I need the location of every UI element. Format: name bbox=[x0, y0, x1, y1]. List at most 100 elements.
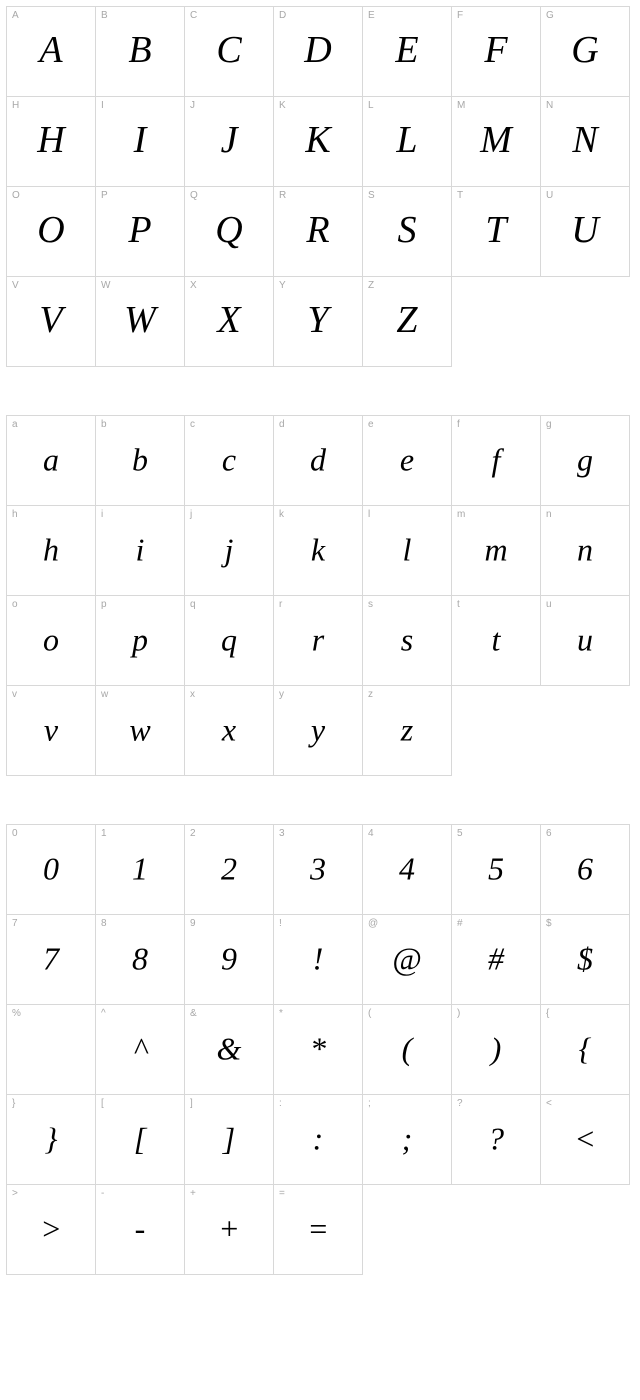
charmap-cell[interactable]: ll bbox=[363, 506, 452, 596]
charmap-cell[interactable]: 44 bbox=[363, 825, 452, 915]
charmap-cell[interactable]: (( bbox=[363, 1005, 452, 1095]
cell-glyph: U bbox=[571, 211, 598, 249]
charmap-cell[interactable]: gg bbox=[541, 416, 630, 506]
charmap-cell[interactable]: 33 bbox=[274, 825, 363, 915]
charmap-cell[interactable]: ii bbox=[96, 506, 185, 596]
charmap-cell[interactable]: ## bbox=[452, 915, 541, 1005]
charmap-cell[interactable]: NN bbox=[541, 97, 630, 187]
charmap-cell[interactable]: UU bbox=[541, 187, 630, 277]
charmap-cell[interactable]: << bbox=[541, 1095, 630, 1185]
charmap-cell[interactable]: RR bbox=[274, 187, 363, 277]
charmap-cell[interactable]: $$ bbox=[541, 915, 630, 1005]
charmap-cell[interactable]: TT bbox=[452, 187, 541, 277]
charmap-cell[interactable]: OO bbox=[7, 187, 96, 277]
charmap-cell[interactable]: vv bbox=[7, 686, 96, 776]
charmap-cell[interactable]: LL bbox=[363, 97, 452, 187]
cell-label: 0 bbox=[12, 828, 18, 839]
charmap-cell[interactable]: QQ bbox=[185, 187, 274, 277]
charmap-cell[interactable]: ** bbox=[274, 1005, 363, 1095]
charmap-cell[interactable]: >> bbox=[7, 1185, 96, 1275]
charmap-cell[interactable]: II bbox=[96, 97, 185, 187]
charmap-cell[interactable]: 11 bbox=[96, 825, 185, 915]
charmap-cell[interactable]: == bbox=[274, 1185, 363, 1275]
cell-label: M bbox=[457, 100, 465, 111]
cell-glyph: - bbox=[135, 1212, 146, 1244]
charmap-cell[interactable]: qq bbox=[185, 596, 274, 686]
charmap-cell[interactable]: !! bbox=[274, 915, 363, 1005]
charmap-cell[interactable]: ZZ bbox=[363, 277, 452, 367]
charmap-cell[interactable]: :: bbox=[274, 1095, 363, 1185]
charmap-cell[interactable]: jj bbox=[185, 506, 274, 596]
charmap-cell[interactable]: 77 bbox=[7, 915, 96, 1005]
charmap-cell[interactable]: PP bbox=[96, 187, 185, 277]
charmap-cell[interactable]: }} bbox=[7, 1095, 96, 1185]
charmap-cell[interactable]: uu bbox=[541, 596, 630, 686]
charmap-cell[interactable]: JJ bbox=[185, 97, 274, 187]
charmap-cell[interactable]: ++ bbox=[185, 1185, 274, 1275]
charmap-cell[interactable]: 55 bbox=[452, 825, 541, 915]
charmap-cell[interactable]: CC bbox=[185, 7, 274, 97]
charmap-cell[interactable]: aa bbox=[7, 416, 96, 506]
charmap-cell[interactable]: DD bbox=[274, 7, 363, 97]
charmap-cell[interactable]: FF bbox=[452, 7, 541, 97]
charmap-cell[interactable]: 00 bbox=[7, 825, 96, 915]
charmap-cell[interactable]: VV bbox=[7, 277, 96, 367]
charmap-cell[interactable]: rr bbox=[274, 596, 363, 686]
charmap-cell[interactable]: ?? bbox=[452, 1095, 541, 1185]
charmap-cell[interactable]: pp bbox=[96, 596, 185, 686]
charmap-cell[interactable]: ;; bbox=[363, 1095, 452, 1185]
cell-label: e bbox=[368, 419, 374, 430]
cell-label: - bbox=[101, 1188, 104, 1199]
charmap-cell[interactable]: BB bbox=[96, 7, 185, 97]
charmap-cell[interactable]: % bbox=[7, 1005, 96, 1095]
charmap-cell[interactable]: XX bbox=[185, 277, 274, 367]
charmap-cell[interactable]: AA bbox=[7, 7, 96, 97]
charmap-cell[interactable]: 66 bbox=[541, 825, 630, 915]
charmap-cell[interactable]: 99 bbox=[185, 915, 274, 1005]
charmap-cell[interactable]: zz bbox=[363, 686, 452, 776]
charmap-cell[interactable]: ]] bbox=[185, 1095, 274, 1185]
charmap-cell[interactable]: nn bbox=[541, 506, 630, 596]
charmap-cell[interactable]: ff bbox=[452, 416, 541, 506]
charmap-cell[interactable]: dd bbox=[274, 416, 363, 506]
cell-label: z bbox=[368, 689, 373, 700]
charmap-cell[interactable]: KK bbox=[274, 97, 363, 187]
cell-label: q bbox=[190, 599, 196, 610]
charmap-cell[interactable]: hh bbox=[7, 506, 96, 596]
charmap-cell[interactable]: ^^ bbox=[96, 1005, 185, 1095]
charmap-cell[interactable]: xx bbox=[185, 686, 274, 776]
charmap-cell[interactable]: @@ bbox=[363, 915, 452, 1005]
charmap-cell[interactable]: tt bbox=[452, 596, 541, 686]
charmap-cell[interactable]: [[ bbox=[96, 1095, 185, 1185]
charmap-cell[interactable]: ee bbox=[363, 416, 452, 506]
cell-glyph: i bbox=[136, 533, 145, 565]
charmap-cell[interactable]: && bbox=[185, 1005, 274, 1095]
charmap-cell[interactable]: {{ bbox=[541, 1005, 630, 1095]
charmap-cell[interactable]: WW bbox=[96, 277, 185, 367]
cell-glyph: K bbox=[305, 121, 330, 159]
charmap-cell[interactable]: oo bbox=[7, 596, 96, 686]
charmap-cell[interactable]: cc bbox=[185, 416, 274, 506]
cell-label: ( bbox=[368, 1008, 371, 1019]
charmap-cell[interactable]: mm bbox=[452, 506, 541, 596]
charmap-cell[interactable]: ww bbox=[96, 686, 185, 776]
cell-glyph: [ bbox=[134, 1122, 146, 1154]
charmap-cell[interactable]: bb bbox=[96, 416, 185, 506]
charmap-cell[interactable]: 88 bbox=[96, 915, 185, 1005]
charmap-cell[interactable]: 22 bbox=[185, 825, 274, 915]
charmap-cell[interactable]: -- bbox=[96, 1185, 185, 1275]
charmap-cell[interactable]: kk bbox=[274, 506, 363, 596]
cell-label: L bbox=[368, 100, 374, 111]
charmap-cell[interactable]: ss bbox=[363, 596, 452, 686]
charmap-cell[interactable]: HH bbox=[7, 97, 96, 187]
charmap-cell[interactable]: YY bbox=[274, 277, 363, 367]
cell-label: c bbox=[190, 419, 195, 430]
charmap-cell[interactable]: MM bbox=[452, 97, 541, 187]
charmap-cell[interactable]: EE bbox=[363, 7, 452, 97]
cell-glyph: 2 bbox=[221, 852, 237, 884]
charmap-cell[interactable]: GG bbox=[541, 7, 630, 97]
charmap-cell[interactable]: SS bbox=[363, 187, 452, 277]
charmap-cell[interactable]: )) bbox=[452, 1005, 541, 1095]
cell-label: 3 bbox=[279, 828, 285, 839]
charmap-cell[interactable]: yy bbox=[274, 686, 363, 776]
